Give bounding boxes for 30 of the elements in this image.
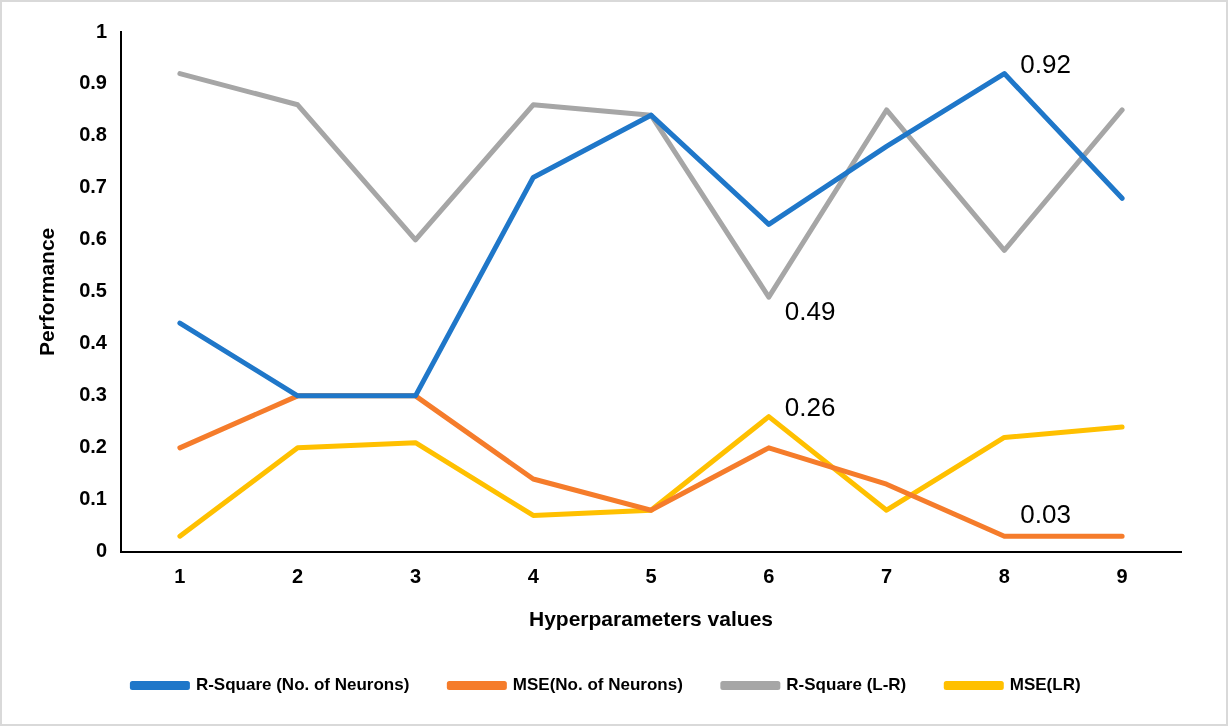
legend-label: MSE(LR) bbox=[1009, 675, 1081, 695]
annotation: 0.49 bbox=[784, 296, 836, 327]
legend-label: R-Square (L-R) bbox=[786, 675, 907, 695]
legend-label: R-Square (No. of Neurons) bbox=[195, 675, 410, 695]
annotation: 0.92 bbox=[1020, 48, 1071, 79]
annotation: 0.03 bbox=[1020, 499, 1071, 530]
x-tick-label: 2 bbox=[292, 565, 304, 588]
y-tick-label: 1 bbox=[95, 19, 107, 42]
y-tick-label: 0.1 bbox=[79, 487, 107, 510]
y-tick-label: 0.2 bbox=[79, 435, 107, 458]
y-tick-label: 0.8 bbox=[79, 123, 107, 146]
x-tick-label: 1 bbox=[174, 565, 186, 588]
x-tick-label: 6 bbox=[763, 565, 775, 588]
x-axis-title: Hyperparameters values bbox=[529, 607, 773, 631]
legend-label: MSE(No. of Neurons) bbox=[512, 675, 683, 695]
y-tick-label: 0.7 bbox=[79, 175, 107, 198]
y-tick-label: 0.9 bbox=[79, 71, 107, 94]
x-tick-label: 9 bbox=[1116, 565, 1128, 588]
x-tick-label: 5 bbox=[645, 565, 657, 588]
y-tick-label: 0.4 bbox=[79, 331, 108, 354]
x-tick-label: 4 bbox=[527, 565, 540, 588]
x-tick-label: 8 bbox=[998, 565, 1010, 588]
x-tick-label: 7 bbox=[880, 565, 893, 588]
y-axis-title: Performance bbox=[35, 227, 59, 357]
y-tick-label: 0.3 bbox=[79, 383, 107, 406]
annotation: 0.26 bbox=[784, 391, 836, 422]
y-tick-label: 0.6 bbox=[79, 227, 107, 250]
y-tick-label: 0.5 bbox=[79, 279, 107, 302]
y-tick-label: 0 bbox=[95, 539, 107, 562]
x-tick-label: 3 bbox=[409, 565, 422, 588]
